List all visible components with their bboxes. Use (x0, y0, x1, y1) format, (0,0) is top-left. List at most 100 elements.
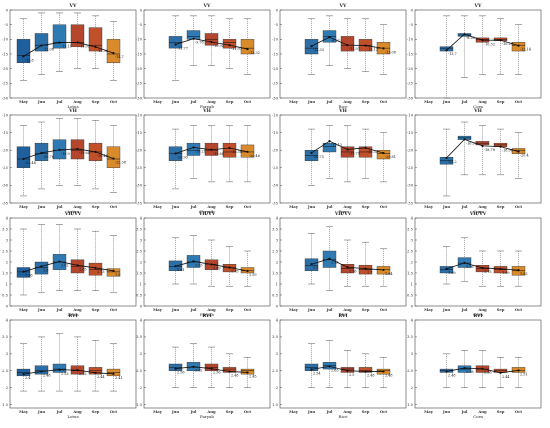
x-tick-label: Jul (461, 204, 469, 209)
y-tick-label: 3.5 (136, 226, 143, 231)
x-axis-label: Rice (339, 209, 349, 214)
y-tick-label: 0.5 (2, 292, 9, 297)
plot-frame (9, 319, 137, 409)
box (106, 39, 121, 63)
y-tick-label: -20 (272, 148, 279, 153)
mean-point (463, 366, 466, 370)
x-tick-label: Aug (342, 99, 352, 104)
mean-label: 2.03 (195, 263, 203, 267)
mean-label: 1.81 (177, 268, 185, 272)
x-tick-label: Jun (171, 204, 180, 209)
mean-point (58, 148, 61, 151)
y-tick-label: -35 (136, 200, 143, 205)
mean-point (210, 263, 213, 266)
mean-point (382, 370, 385, 373)
x-tick-label: Jun (307, 99, 316, 104)
box (16, 146, 31, 168)
mean-point (382, 151, 385, 155)
mean-point (58, 41, 61, 44)
box (106, 268, 121, 277)
mean-point (76, 147, 79, 151)
y-tick-label: 3 (6, 237, 9, 242)
x-axis-label: Lotus (67, 414, 78, 419)
x-tick-label: May (19, 204, 29, 209)
x-tick-label: Sep (226, 99, 234, 104)
mean-point (364, 146, 367, 149)
x-tick-label: Sep (92, 99, 100, 104)
mean-label: -10.92 (213, 44, 224, 48)
mean-label: -18.98 (502, 149, 513, 153)
panel-title: VH (473, 108, 482, 114)
x-tick-label: Jun (307, 204, 316, 209)
panel-title: VH (338, 108, 347, 114)
mean-point (463, 261, 466, 264)
x-tick-label: Aug (477, 307, 487, 312)
x-tick-label: May (289, 307, 299, 312)
y-tick-label: -5 (138, 22, 142, 27)
x-tick-label: Oct (380, 204, 388, 209)
mean-line (23, 42, 114, 57)
x-tick-label: May (424, 204, 434, 209)
box (52, 363, 67, 373)
mean-label: -12.08 (43, 47, 54, 51)
mean-point (58, 368, 61, 371)
mean-point (310, 151, 313, 154)
panel-title: VV (69, 3, 77, 9)
mean-label: 1.59 (249, 273, 257, 277)
mean-point (94, 150, 97, 153)
mean-point (22, 373, 25, 376)
mean-point (228, 44, 231, 47)
x-tick-label: Sep (92, 409, 100, 414)
x-tick-label: Oct (515, 99, 523, 104)
y-tick-label: 2.5 (136, 368, 143, 373)
mean-point (481, 266, 484, 270)
mean-point (112, 52, 115, 55)
panel-title: VV (339, 3, 347, 9)
x-tick-label: Aug (206, 307, 216, 312)
x-tick-label: Jul (190, 204, 198, 209)
y-tick-label: 3 (276, 237, 279, 242)
panel-title: VH/VV (64, 211, 82, 217)
mean-point (94, 45, 97, 48)
y-tick-label: 4 (6, 215, 9, 220)
mean-point (246, 371, 249, 374)
mean-label: 1.8 (43, 268, 48, 272)
mean-label: 2.5 (349, 373, 354, 377)
x-tick-label: Jun (171, 307, 180, 312)
x-axis-label: Lotus (67, 104, 78, 109)
y-tick-label: 2 (140, 385, 143, 390)
x-tick-label: Sep (92, 307, 100, 312)
y-tick-label: 3.5 (272, 226, 279, 231)
plot-frame (414, 319, 542, 409)
mean-point (499, 145, 502, 148)
x-tick-label: Sep (226, 307, 234, 312)
x-tick-label: Jul (56, 204, 64, 209)
mean-label: -8.26 (466, 36, 475, 40)
mean-point (40, 151, 43, 154)
mean-label: 2.45 (249, 374, 257, 378)
x-tick-label: Oct (380, 307, 388, 312)
mean-label: -19.64 (79, 151, 90, 155)
plot-frame (279, 217, 407, 307)
mean-label: 2.56 (213, 371, 221, 375)
y-tick-label: 2 (411, 385, 414, 390)
mean-point (192, 146, 195, 149)
x-axis-label: Lotus (67, 209, 78, 214)
y-tick-label: -10 (2, 37, 9, 42)
y-tick-label: -10 (136, 37, 143, 42)
plot-frame (414, 114, 542, 204)
mean-point (76, 368, 79, 372)
x-tick-label: May (424, 307, 434, 312)
y-tick-label: 4 (140, 317, 143, 322)
x-tick-label: Sep (226, 204, 234, 209)
y-tick-label: -30 (136, 95, 143, 100)
mean-point (499, 267, 502, 270)
y-tick-label: -10 (2, 112, 9, 117)
x-tick-label: May (19, 409, 29, 414)
y-tick-label: 2 (6, 259, 9, 264)
x-tick-label: Jun (307, 409, 316, 414)
y-tick-label: -15 (407, 51, 414, 56)
x-tick-label: Jul (326, 99, 334, 104)
x-tick-label: Oct (380, 409, 388, 414)
mean-label: -19.9 (61, 152, 70, 156)
